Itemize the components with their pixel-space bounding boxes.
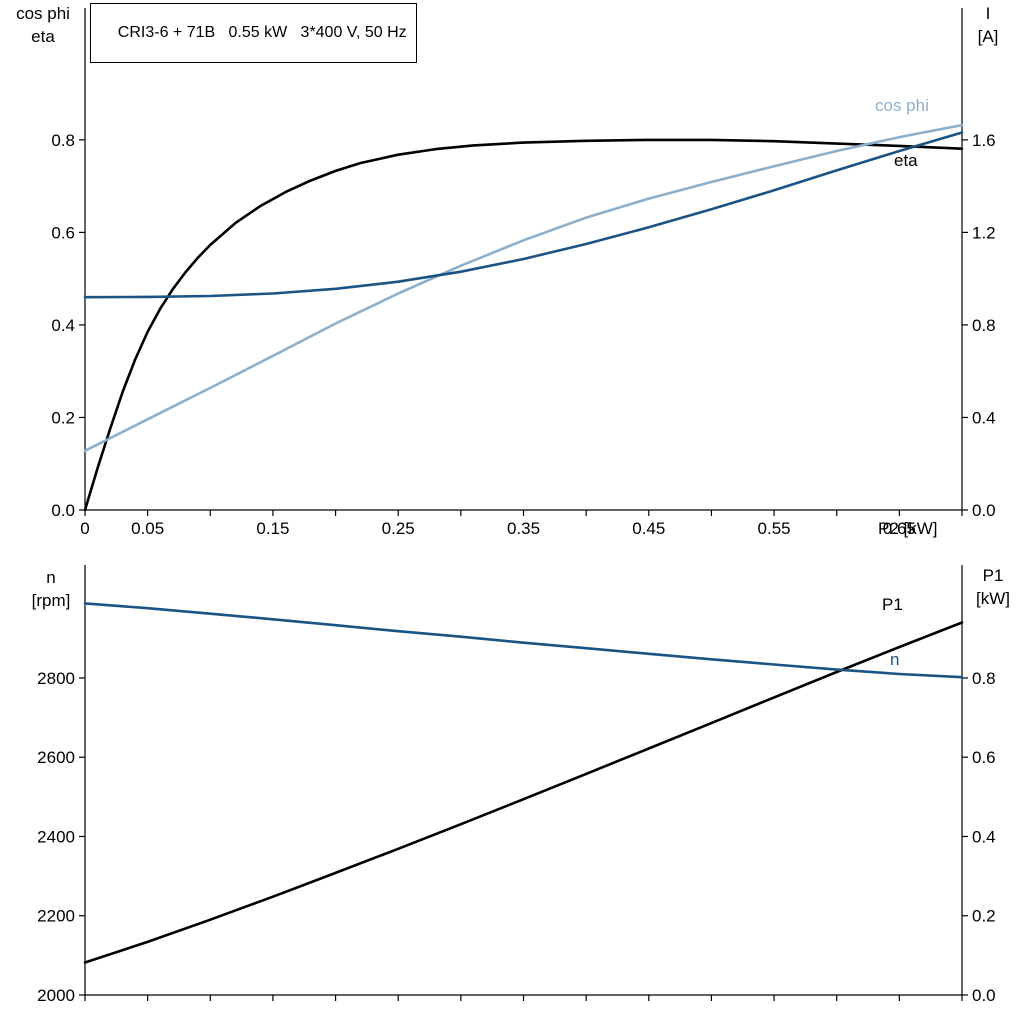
axis-title-line: P1 bbox=[982, 566, 1004, 585]
right-tick-label: 0.4 bbox=[972, 827, 996, 846]
left-tick-label: 0.0 bbox=[51, 501, 75, 520]
x-tick-label: 0.35 bbox=[507, 519, 540, 538]
left-tick-label: 0.4 bbox=[51, 316, 75, 335]
chart-title: CRI3-6 + 71B 0.55 kW 3*400 V, 50 Hz bbox=[117, 24, 407, 41]
cos-phi-curve-label: cos phi bbox=[875, 96, 929, 115]
curve-cos-phi bbox=[83, 123, 964, 453]
chart-1: 0 0.05 0.15 0.25 0.35 0.45 0.55 0.65 0.0 0.2 0.4 0.… bbox=[51, 8, 996, 538]
curve-eta bbox=[83, 138, 964, 512]
left-tick-label: 0.6 bbox=[51, 223, 75, 242]
x-tick-label: 0.65 bbox=[883, 519, 916, 538]
right-tick-label: 0.0 bbox=[972, 986, 996, 1005]
curve-n bbox=[83, 602, 964, 679]
right-tick-label: 0.8 bbox=[972, 669, 996, 688]
left-tick-label: 0.2 bbox=[51, 408, 75, 427]
right-tick-label: 1.6 bbox=[972, 131, 996, 150]
left-tick-label: 2600 bbox=[37, 748, 75, 767]
n-curve-label: n bbox=[890, 650, 900, 669]
p1-curve-label: P1 bbox=[882, 595, 903, 614]
x-tick-label: 0.45 bbox=[632, 519, 665, 538]
axis-title-line: [A] bbox=[977, 27, 999, 46]
eta-curve-label: eta bbox=[894, 151, 918, 170]
left-tick-label: 2000 bbox=[37, 986, 75, 1005]
right-tick-label: 0.8 bbox=[972, 316, 996, 335]
bottom-chart-left-axis-title: n [rpm] bbox=[16, 566, 86, 612]
x-tick-label: 0.05 bbox=[131, 519, 164, 538]
x-tick-label: 0.15 bbox=[256, 519, 289, 538]
curve-i bbox=[83, 131, 964, 299]
right-tick-label: 0.0 bbox=[972, 501, 996, 520]
left-tick-label: 2400 bbox=[37, 827, 75, 846]
x-tick-label: 0.25 bbox=[382, 519, 415, 538]
axis-title-line: [rpm] bbox=[31, 591, 71, 610]
axis-title-line: eta bbox=[31, 27, 55, 46]
axis-title-line: I bbox=[985, 4, 991, 23]
bottom-chart-right-axis-title: P1 [kW] bbox=[962, 564, 1024, 610]
x-tick-label: 0 bbox=[80, 519, 89, 538]
right-tick-label: 0.2 bbox=[972, 907, 996, 926]
right-tick-label: 0.6 bbox=[972, 748, 996, 767]
axis-title-line: cos phi bbox=[16, 4, 70, 23]
curve-p1 bbox=[83, 621, 964, 964]
axis-title-line: n bbox=[46, 568, 56, 587]
title-box: CRI3-6 + 71B 0.55 kW 3*400 V, 50 Hz bbox=[90, 3, 417, 63]
x-axis-label: P2 [kW] bbox=[878, 519, 938, 538]
right-tick-label: 0.4 bbox=[972, 408, 996, 427]
top-chart-right-axis-title: I [A] bbox=[958, 2, 1018, 48]
axis-title-line: [kW] bbox=[976, 589, 1010, 608]
right-tick-label: 1.2 bbox=[972, 223, 996, 242]
chart-2: 2000 2200 2400 2600 2800 0.0 0.2 0.4 0.6 0.8 bbox=[37, 565, 996, 1005]
x-tick-label: 0.55 bbox=[758, 519, 791, 538]
left-tick-label: 2800 bbox=[37, 669, 75, 688]
left-tick-label: 0.8 bbox=[51, 131, 75, 150]
left-tick-label: 2200 bbox=[37, 907, 75, 926]
top-chart-left-axis-title: cos phi eta bbox=[4, 2, 82, 48]
